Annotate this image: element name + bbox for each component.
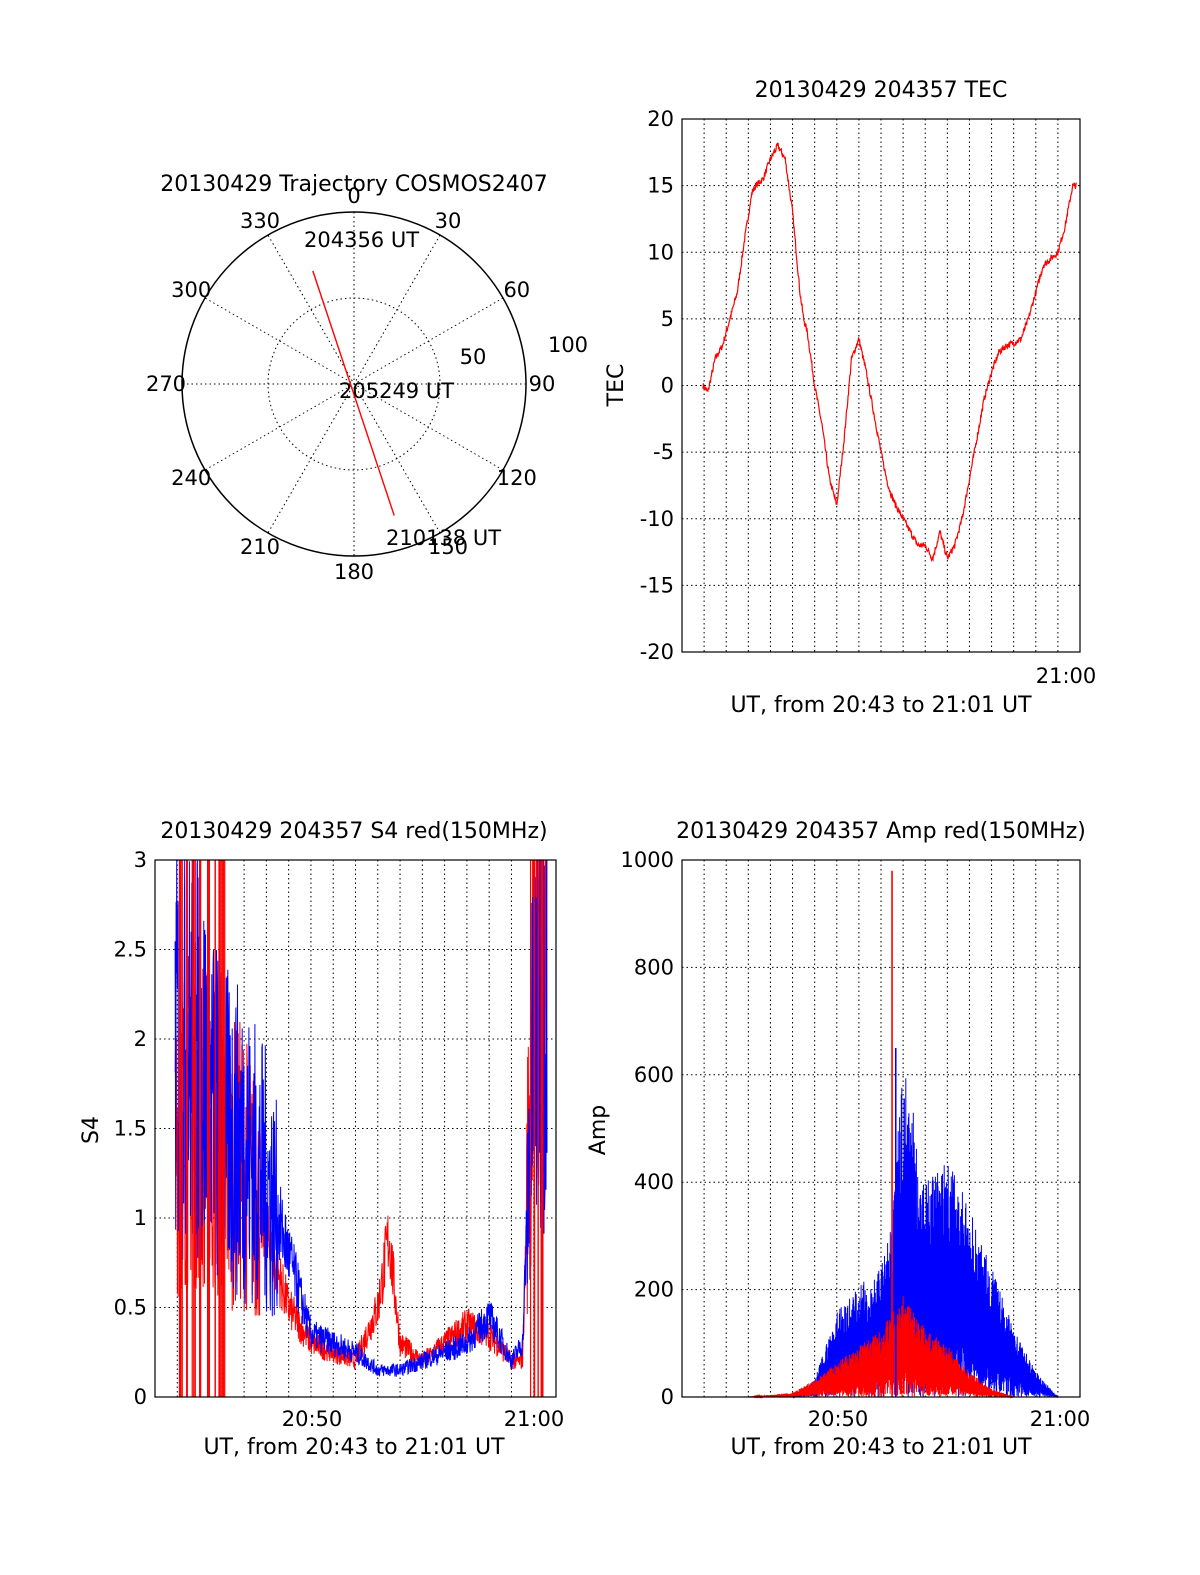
polar-azimuth-label: 150 [428, 535, 468, 559]
amp-x-tick-2050: 20:50 [808, 1407, 869, 1431]
polar-azimuth-label: 300 [171, 278, 211, 302]
polar-azimuth-label: 240 [171, 466, 211, 490]
y-tick-label: 0 [134, 1385, 147, 1409]
tec-x-axis-label: UT, from 20:43 to 21:01 UT [730, 693, 1032, 718]
polar-radial-label-50: 50 [460, 345, 487, 369]
amp-panel: 20130429 204357 Amp red(150MHz) 0 200 400 6… [586, 819, 1090, 1460]
polar-azimuth-label: 0 [347, 184, 360, 208]
y-tick-label: 10 [647, 240, 674, 264]
y-tick-label: -5 [653, 440, 674, 464]
y-tick-label: -20 [640, 640, 674, 664]
y-tick-label: -10 [640, 507, 674, 531]
polar-azimuth-labels: 0 30 60 90 120 150 180 210 240 270 300 330 [146, 184, 555, 584]
amp-plot-frame [681, 859, 1081, 1398]
polar-azimuth-label: 180 [334, 560, 374, 584]
tec-series-line [702, 142, 1077, 563]
s4-plot-frame [154, 859, 557, 1398]
tec-y-tick-labels: -20 -15 -10 -5 0 5 10 15 20 [640, 107, 674, 664]
s4-series [174, 859, 548, 1397]
tec-panel: 20130429 204357 TEC -20-15-10-505101520 … [604, 78, 1096, 718]
tec-y-axis-label: TEC [604, 364, 629, 408]
y-tick-label: 400 [634, 1170, 674, 1194]
polar-spoke [267, 234, 441, 534]
amp-y-tick-labels: 0 200 400 600 800 1000 [621, 848, 674, 1409]
y-tick-label: 800 [634, 955, 674, 979]
trajectory-line [312, 270, 395, 516]
s4-title: 20130429 204357 S4 red(150MHz) [160, 819, 547, 844]
polar-azimuth-label: 120 [497, 466, 537, 490]
s4-y-tick-labels: 0 0.5 1 1.5 2 2.5 3 [114, 848, 147, 1409]
s4-x-axis-label: UT, from 20:43 to 21:01 UT [203, 1435, 505, 1460]
amp-series [704, 870, 1076, 1399]
polar-azimuth-label: 330 [240, 209, 280, 233]
polar-azimuth-label: 90 [529, 372, 556, 396]
polar-radial-label-100: 100 [548, 333, 588, 357]
y-tick-label: 15 [647, 174, 674, 198]
y-tick-label: 2 [134, 1027, 147, 1051]
y-tick-label: 600 [634, 1063, 674, 1087]
y-tick-label: 1 [134, 1206, 147, 1230]
s4-y-axis-label: S4 [79, 1116, 104, 1144]
polar-trajectory-panel: 20130429 Trajectory COSMOS2407 0 30 60 90 12… [146, 172, 588, 584]
polar-azimuth-label: 210 [240, 535, 280, 559]
y-tick-label: 1.5 [114, 1117, 147, 1141]
amp-title: 20130429 204357 Amp red(150MHz) [676, 819, 1086, 844]
y-tick-label: 20 [647, 107, 674, 131]
y-tick-label: 1000 [621, 848, 674, 872]
s4-x-tick-2050: 20:50 [282, 1407, 343, 1431]
s4-series-line [174, 859, 548, 1378]
y-tick-label: 5 [661, 307, 674, 331]
y-tick-label: -15 [640, 573, 674, 597]
polar-title: 20130429 Trajectory COSMOS2407 [160, 172, 547, 197]
trajectory-start-label: 204356 UT [304, 228, 419, 252]
trajectory-end-label: 210138 UT [386, 526, 501, 550]
tec-plot-frame [681, 118, 1081, 653]
polar-azimuth-label: 30 [435, 209, 462, 233]
s4-panel: 20130429 204357 S4 red(150MHz) 0 0.5 1 1.5 2… [79, 819, 564, 1460]
y-tick-label: 200 [634, 1278, 674, 1302]
s4-x-tick-2100: 21:00 [504, 1407, 565, 1431]
amp-x-tick-2100: 21:00 [1030, 1407, 1091, 1431]
y-tick-label: 3 [134, 848, 147, 872]
tec-title: 20130429 204357 TEC [755, 78, 1008, 103]
polar-azimuth-label: 60 [503, 278, 530, 302]
tec-grid [682, 119, 1080, 652]
y-tick-label: 2.5 [114, 938, 147, 962]
trajectory-middle-label: 205249 UT [339, 379, 454, 403]
polar-spokes [182, 212, 526, 556]
amp-x-axis-label: UT, from 20:43 to 21:01 UT [730, 1435, 1032, 1460]
polar-azimuth-label: 270 [146, 372, 186, 396]
y-tick-label: 0.5 [114, 1296, 147, 1320]
y-tick-label: 0 [661, 374, 674, 398]
amp-y-axis-label: Amp [586, 1105, 611, 1155]
y-tick-label: 0 [661, 1385, 674, 1409]
tec-x-tick-2100: 21:00 [1036, 664, 1097, 688]
